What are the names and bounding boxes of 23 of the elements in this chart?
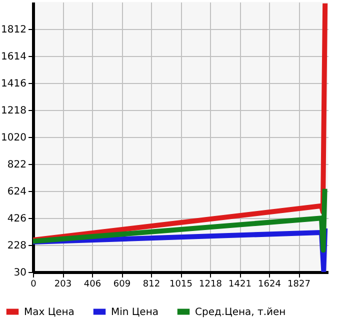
y-tick-label: 1416 bbox=[1, 78, 26, 90]
y-tick-label: 624 bbox=[7, 186, 26, 198]
y-tick-label: 1812 bbox=[1, 24, 26, 36]
y-tick-label: 228 bbox=[7, 240, 26, 252]
x-tick-label: 1015 bbox=[170, 280, 192, 290]
x-tick-label: 1827 bbox=[288, 280, 310, 290]
x-tick-label: 1218 bbox=[199, 280, 222, 290]
x-tick-label: 812 bbox=[142, 280, 160, 290]
legend-label: Min Цена bbox=[111, 306, 159, 318]
x-tick-label: 1421 bbox=[228, 280, 252, 290]
x-tick-label: 203 bbox=[54, 280, 72, 290]
x-tick-label: 609 bbox=[113, 280, 131, 290]
y-tick-label: 30 bbox=[14, 268, 26, 278]
y-tick-label: 822 bbox=[7, 160, 26, 170]
legend-label: Сред.Цена, т.йен bbox=[195, 306, 286, 318]
x-tick-label: 406 bbox=[84, 280, 102, 290]
y-tick-label: 1218 bbox=[1, 106, 26, 116]
y-tick-label: 426 bbox=[7, 214, 26, 224]
x-tick-label: 1624 bbox=[258, 280, 282, 290]
y-tick-label: 1614 bbox=[1, 52, 26, 62]
y-tick-label: 1020 bbox=[1, 132, 26, 144]
legend-label: Max Цена bbox=[24, 306, 74, 318]
x-tick-label: 0 bbox=[30, 280, 37, 290]
